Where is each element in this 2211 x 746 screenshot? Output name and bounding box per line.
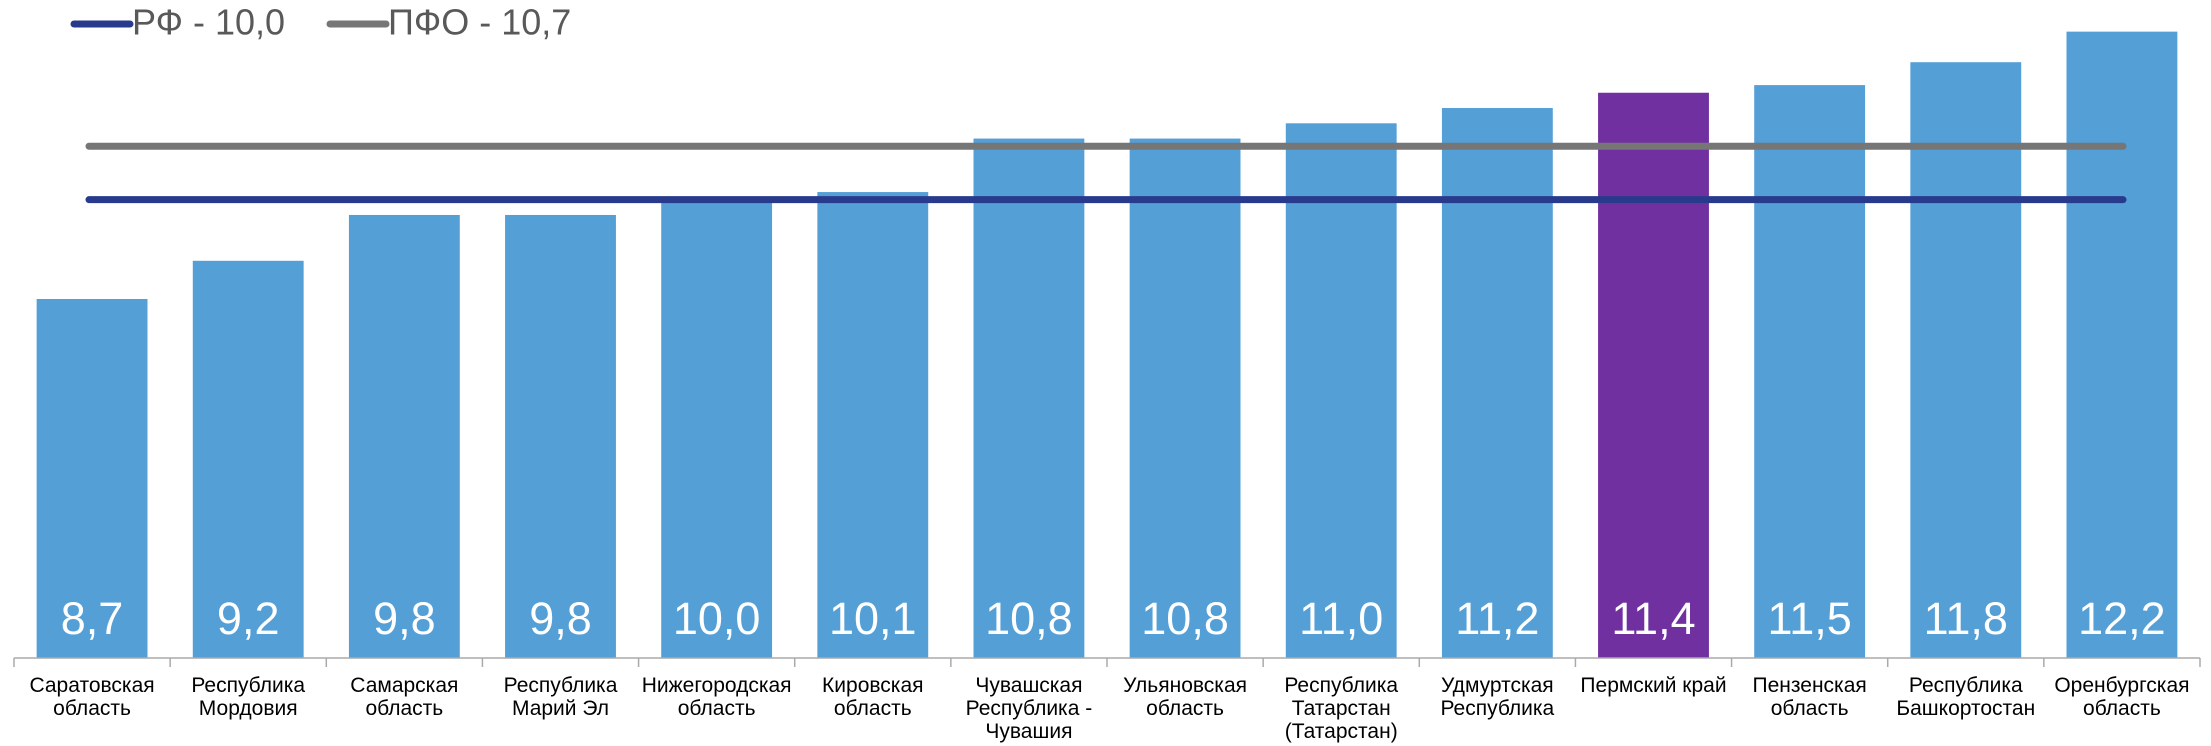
x-tick-label: Республика Марий Эл	[503, 674, 618, 720]
value-label: 9,8	[529, 593, 592, 644]
x-tick-label: Ульяновская область	[1123, 674, 1248, 720]
bar	[192, 260, 304, 658]
bar	[505, 214, 616, 658]
value-label: 11,2	[1455, 593, 1539, 644]
value-label: 11,0	[1299, 593, 1383, 644]
value-label: 9,8	[373, 593, 436, 644]
value-label: 12,2	[2078, 593, 2166, 644]
x-tick-label: Кировская область	[822, 674, 924, 720]
value-label: 10,1	[829, 593, 917, 644]
value-label: 11,4	[1611, 593, 1695, 644]
x-tick-label: Республика Татарстан (Татарстан)	[1284, 674, 1399, 743]
x-tick-label: Республика Мордовия	[191, 674, 306, 720]
value-label: 9,2	[217, 593, 280, 644]
bar	[973, 138, 1085, 658]
bar	[1910, 62, 2022, 659]
bar	[1441, 108, 1553, 658]
bar	[2066, 31, 2178, 659]
bar	[817, 192, 929, 658]
x-tick-label: Пермский край	[1580, 674, 1727, 697]
value-label: 8,7	[61, 593, 124, 644]
value-label: 11,8	[1924, 593, 2008, 644]
value-label: 10,0	[673, 593, 761, 644]
x-tick-label: Пензенская область	[1752, 674, 1867, 720]
x-tick-label: Самарская область	[350, 674, 459, 720]
x-tick-label: Чувашская Республика - Чувашия	[965, 674, 1093, 743]
bar	[661, 199, 773, 658]
bar	[1754, 85, 1866, 658]
value-label: 10,8	[1141, 593, 1229, 644]
x-tick-label: Саратовская область	[29, 674, 155, 720]
bar	[1129, 138, 1241, 658]
x-tick-label: Оренбургская область	[2054, 674, 2190, 720]
bar	[36, 298, 148, 658]
bar	[348, 214, 460, 658]
bar	[1598, 92, 1709, 658]
x-tick-label: Республика Башкортостан	[1896, 674, 2036, 720]
x-tick-label: Удмуртская Республика	[1440, 674, 1555, 720]
legend-label: РФ - 10,0	[132, 2, 285, 43]
bar	[1285, 123, 1397, 658]
value-label: 11,5	[1768, 593, 1852, 644]
value-label: 10,8	[985, 593, 1073, 644]
x-tick-label: Нижегородская область	[641, 674, 792, 720]
legend-label: ПФО - 10,7	[388, 2, 571, 43]
